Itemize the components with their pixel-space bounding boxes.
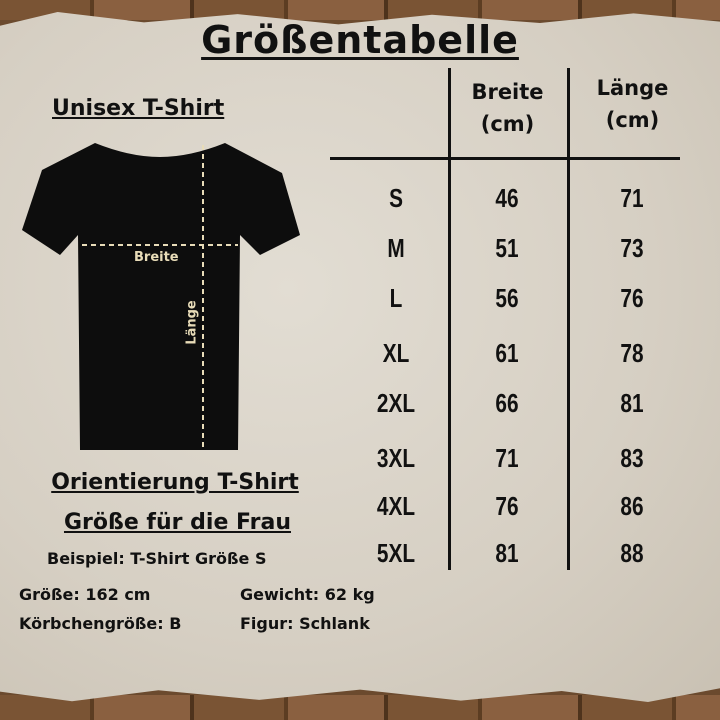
header-laenge: Länge (cm)	[596, 76, 669, 132]
cell-breite: 66	[495, 388, 519, 418]
orientation-heading: Orientierung T-Shirt	[51, 470, 299, 495]
cell-size: S	[389, 183, 403, 213]
weight-text: Gewicht: 62 kg	[240, 585, 375, 604]
length-label: Länge	[184, 300, 200, 345]
cell-breite: 71	[495, 443, 519, 473]
cell-laenge: 86	[620, 491, 644, 521]
cell-breite: 76	[495, 491, 519, 521]
shirt-heading: Unisex T-Shirt	[52, 96, 225, 121]
page-title: Größentabelle	[201, 18, 519, 62]
cell-laenge: 88	[620, 538, 644, 568]
cell-size: XL	[382, 338, 410, 368]
cell-size: M	[387, 233, 405, 263]
cell-laenge: 73	[620, 233, 644, 263]
tshirt-illustration	[22, 143, 300, 450]
cell-size: L	[389, 283, 403, 313]
cell-size: 5XL	[376, 538, 416, 568]
cell-breite: 51	[495, 233, 519, 263]
cell-size: 3XL	[376, 443, 416, 473]
cell-breite: 56	[495, 283, 519, 313]
wood-top	[0, 0, 720, 20]
cell-laenge: 78	[620, 338, 644, 368]
cup-text: Körbchengröße: B	[19, 614, 182, 633]
table-header-divider	[330, 157, 680, 160]
table-column-divider	[448, 68, 451, 570]
cell-size: 2XL	[376, 388, 416, 418]
tshirt-icon	[22, 143, 300, 450]
cell-size: 4XL	[376, 491, 416, 521]
figure-text: Figur: Schlank	[240, 614, 370, 633]
table-column-divider	[567, 68, 570, 570]
cell-laenge: 81	[620, 388, 644, 418]
cell-laenge: 71	[620, 183, 644, 213]
cell-breite: 61	[495, 338, 519, 368]
cell-laenge: 83	[620, 443, 644, 473]
cell-breite: 81	[495, 538, 519, 568]
cell-laenge: 76	[620, 283, 644, 313]
cell-breite: 46	[495, 183, 519, 213]
example-text: Beispiel: T-Shirt Größe S	[47, 549, 267, 568]
height-text: Größe: 162 cm	[19, 585, 151, 604]
width-label: Breite	[134, 250, 179, 265]
wood-bottom	[0, 695, 720, 720]
orientation-subheading: Größe für die Frau	[63, 510, 291, 535]
header-breite: Breite (cm)	[471, 80, 544, 136]
